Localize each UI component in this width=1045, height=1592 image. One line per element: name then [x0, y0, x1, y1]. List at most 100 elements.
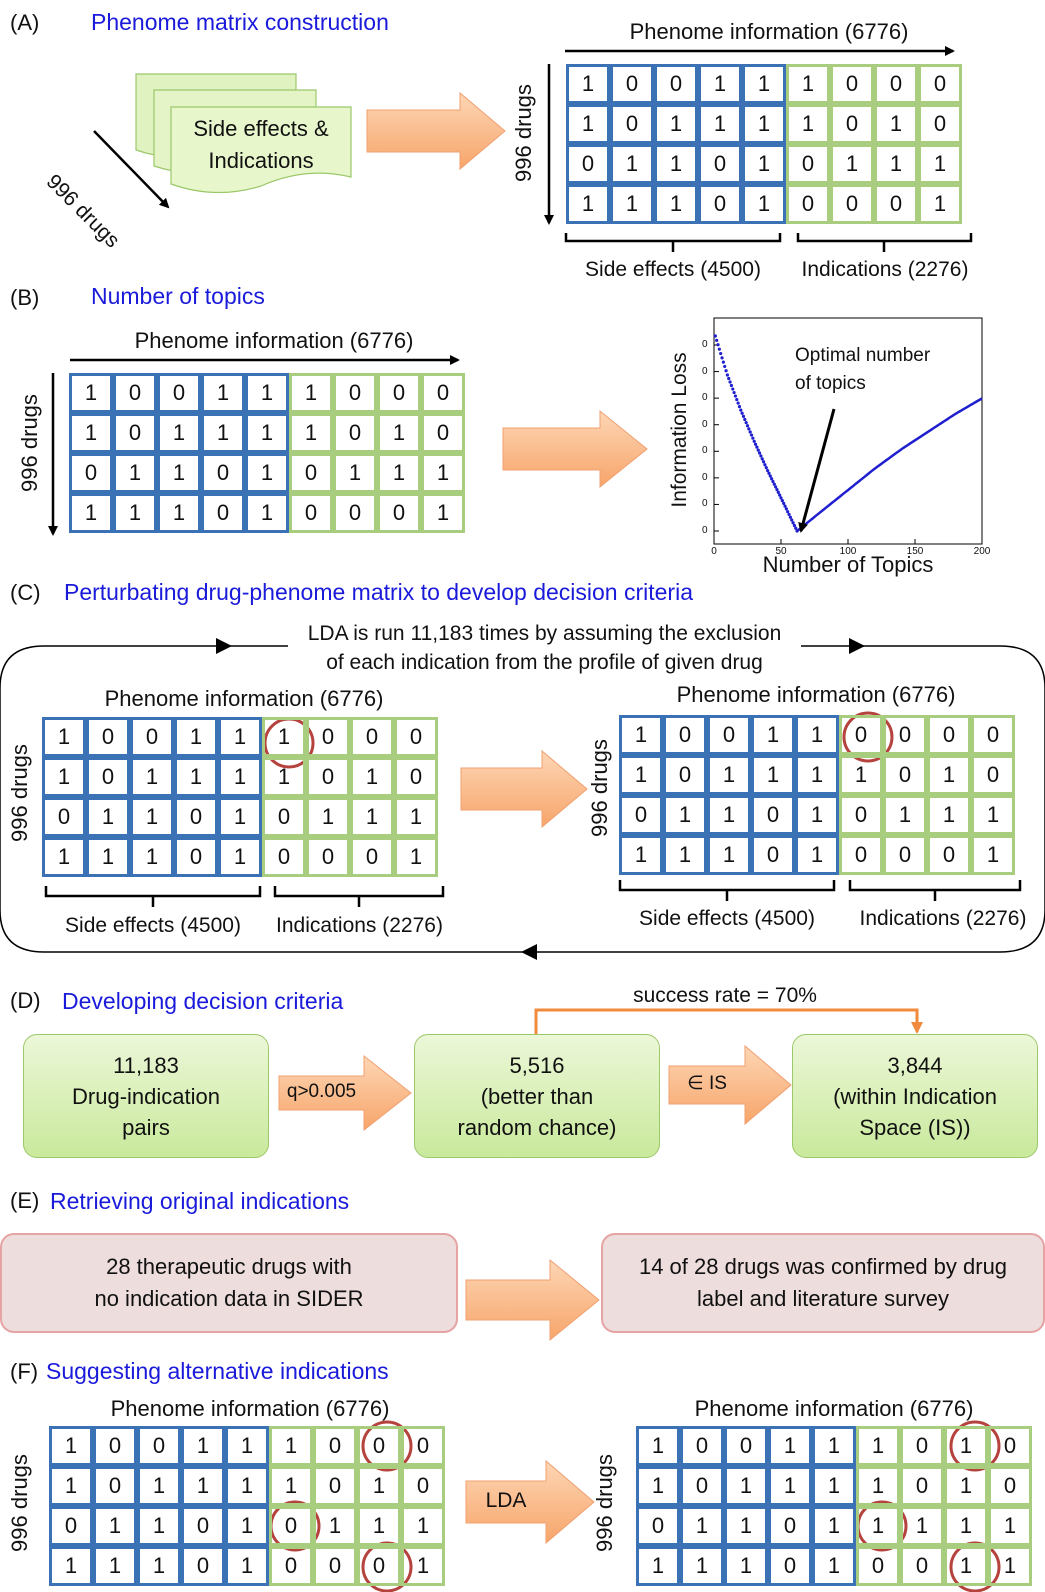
matrix-cell: 1	[350, 757, 394, 797]
curve-point	[761, 460, 766, 464]
matrix-cell: 1	[918, 144, 962, 184]
panel-letter-e: (E)	[10, 1188, 40, 1213]
matrix-cell: 0	[927, 835, 971, 875]
matrix-cell: 0	[421, 413, 465, 453]
panel-title-c: Perturbating drug-phenome matrix to deve…	[64, 579, 693, 605]
phenome-label-a: Phenome information (6776)	[629, 19, 909, 44]
matrix-cell: 1	[42, 757, 86, 797]
curve-point	[740, 411, 744, 415]
chart-frame	[713, 317, 983, 545]
loop-text-1: LDA is run 11,183 times by assuming the …	[307, 622, 782, 645]
matrix-cell: 1	[201, 413, 245, 453]
chart-b	[713, 317, 983, 545]
matrix-cell: 1	[742, 104, 786, 144]
matrix-cell: 1	[619, 715, 663, 755]
matrix-cell: 1	[883, 795, 927, 835]
matrix-cell: 1	[751, 715, 795, 755]
matrix-cell: 0	[988, 1426, 1032, 1466]
curve-point	[745, 424, 750, 428]
matrix-cell: 0	[663, 715, 707, 755]
matrix-cell: 1	[174, 717, 218, 757]
matrix-cell: 1	[795, 795, 839, 835]
curve-point	[766, 468, 770, 473]
matrix-cell: 1	[181, 1466, 225, 1506]
arrow-d1	[278, 1054, 412, 1132]
success-bracket	[534, 1008, 923, 1036]
matrix-cell: 1	[157, 413, 201, 453]
indications-label-c-right: Indications (2276)	[859, 907, 1027, 930]
matrix-cell: 1	[698, 104, 742, 144]
matrix-cell: 0	[313, 1466, 357, 1506]
curve-point	[784, 507, 788, 511]
side-effects-label-c-left: Side effects (4500)	[65, 914, 241, 937]
curve-point	[787, 512, 791, 517]
matrix-cell: 1	[786, 104, 830, 144]
matrix-cell: 1	[137, 1466, 181, 1506]
matrix-cell: 1	[49, 1426, 93, 1466]
matrix-cell: 0	[971, 755, 1015, 795]
curve-point	[723, 364, 727, 369]
matrix-cell: 1	[130, 797, 174, 837]
y-tick-label: 0	[702, 445, 708, 457]
curve-point	[779, 496, 783, 500]
matrix-cell: 0	[313, 1546, 357, 1586]
matrix-cell: 1	[795, 835, 839, 875]
brace-ind-c-right	[848, 880, 1022, 901]
matrix-cell: 1	[42, 837, 86, 877]
curve-point	[778, 493, 782, 497]
drugs-label-c-right: 996 drugs	[587, 739, 612, 837]
matrix-cell: 0	[698, 184, 742, 224]
matrix-cell: 1	[927, 795, 971, 835]
matrix-cell: 0	[610, 104, 654, 144]
matrix-cell: 0	[69, 453, 113, 493]
matrix-cell: 0	[394, 757, 438, 797]
highlight-circle	[361, 1420, 413, 1472]
matrix-cell: 1	[218, 757, 262, 797]
side-effects-label-c-right: Side effects (4500)	[639, 907, 815, 930]
matrix-cell: 1	[874, 104, 918, 144]
matrix-cell: 0	[181, 1506, 225, 1546]
matrix-cell: 0	[839, 795, 883, 835]
box2-line3: random chance)	[457, 1114, 617, 1140]
arrow-f	[465, 1459, 595, 1545]
panel-letter-d: (D)	[10, 988, 41, 1013]
matrix-cell: 0	[900, 1426, 944, 1466]
box3-line3: Space (IS))	[859, 1114, 971, 1140]
phenome-label-c-right: Phenome information (6776)	[676, 682, 956, 707]
matrix-cell: 0	[174, 797, 218, 837]
matrix-cell: 1	[971, 795, 1015, 835]
drugs-label-c-left: 996 drugs	[7, 744, 32, 842]
matrix-cell: 0	[401, 1426, 445, 1466]
matrix-cell: 1	[768, 1466, 812, 1506]
matrix-cell: 0	[988, 1466, 1032, 1506]
matrix-cell: 1	[698, 64, 742, 104]
matrix-cell: 1	[795, 755, 839, 795]
matrix-cell: 0	[768, 1506, 812, 1546]
curve-point	[759, 454, 763, 458]
matrix-cell: 1	[742, 184, 786, 224]
curve-point	[753, 442, 758, 446]
matrix-cell: 1	[874, 144, 918, 184]
box-28-drugs: 28 therapeutic drugs with no indication d…	[0, 1233, 458, 1333]
matrix-cell: 1	[157, 493, 201, 533]
matrix-cell: 1	[225, 1506, 269, 1546]
matrix-cell: 0	[306, 837, 350, 877]
matrix-cell: 0	[130, 717, 174, 757]
curve-point	[790, 518, 794, 522]
matrix-cell: 1	[69, 493, 113, 533]
matrix-cell: 0	[49, 1506, 93, 1546]
matrix-cell: 1	[566, 184, 610, 224]
matrix-cell: 1	[944, 1426, 988, 1466]
x-tick-label: 150	[906, 546, 924, 557]
brace-se-c-right	[618, 880, 836, 901]
matrix-cell: 0	[262, 797, 306, 837]
indications-label: Indications (2276)	[801, 258, 969, 281]
matrix-cell: 1	[707, 795, 751, 835]
matrix-cell: 0	[357, 1546, 401, 1586]
phenome-label-f-right: Phenome information (6776)	[694, 1396, 974, 1421]
matrix-cell: 0	[724, 1426, 768, 1466]
matrix-cell: 1	[988, 1506, 1032, 1546]
matrix-cell: 1	[839, 755, 883, 795]
panel-letter-b: (B)	[10, 285, 40, 310]
matrix-cell: 1	[421, 453, 465, 493]
